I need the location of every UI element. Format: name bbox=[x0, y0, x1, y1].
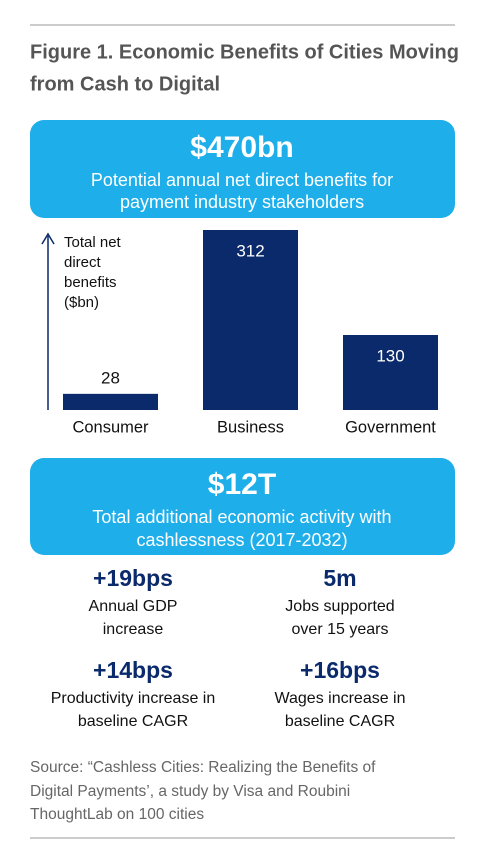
bars: 28 Consumer 312 Business 130 Government bbox=[63, 230, 438, 436]
stat-value: +19bps bbox=[93, 565, 173, 591]
axis-label: benefits bbox=[64, 274, 117, 291]
source: Source: “Cashless Cities: Realizing the … bbox=[30, 759, 376, 776]
banner-headline: $12T bbox=[208, 468, 276, 501]
value-label: 130 bbox=[376, 346, 404, 365]
banner bbox=[30, 458, 455, 555]
stat-text: increase bbox=[103, 621, 164, 638]
stat-text: Productivity increase in bbox=[51, 690, 216, 707]
stat-value: +14bps bbox=[93, 657, 173, 683]
banner-text: Total additional economic activity with bbox=[92, 507, 391, 527]
x-tick-label: Business bbox=[217, 418, 284, 436]
stat-text: Wages increase in bbox=[274, 690, 405, 707]
stat-value: +16bps bbox=[300, 657, 380, 683]
stat-text: Annual GDP bbox=[89, 598, 178, 615]
stat-text: baseline CAGR bbox=[78, 713, 188, 730]
source: Digital Payments’, a study by Visa and R… bbox=[30, 783, 350, 800]
banner bbox=[30, 120, 455, 218]
stat-text: Jobs supported bbox=[285, 598, 394, 615]
x-tick-label: Government bbox=[345, 418, 436, 436]
axis-label: direct bbox=[64, 254, 102, 271]
value-label: 312 bbox=[236, 241, 264, 260]
arrow-head bbox=[41, 232, 55, 245]
stat-value: 5m bbox=[323, 565, 356, 591]
banner-text: cashlessness (2017-2032) bbox=[136, 530, 347, 550]
banner-text: Potential annual net direct benefits for bbox=[91, 170, 393, 190]
value-label: 28 bbox=[101, 368, 120, 387]
stat-text: over 15 years bbox=[292, 621, 389, 638]
source: ThoughtLab on 100 cities bbox=[30, 806, 204, 823]
title: from Cash to Digital bbox=[30, 73, 220, 95]
axis-label: ($bn) bbox=[64, 294, 99, 311]
x-tick-label: Consumer bbox=[72, 418, 149, 436]
banner-headline: $470bn bbox=[190, 131, 293, 164]
bar bbox=[203, 230, 298, 410]
banner-text: payment industry stakeholders bbox=[120, 192, 364, 212]
axis-label: Total net bbox=[64, 234, 122, 251]
stat-text: baseline CAGR bbox=[285, 713, 395, 730]
bar bbox=[343, 335, 438, 410]
title: Figure 1. Economic Benefits of Cities Mo… bbox=[30, 41, 459, 63]
stats: +19bps Annual GDP increase 5m Jobs supported… bbox=[51, 565, 406, 730]
bar bbox=[63, 393, 158, 410]
